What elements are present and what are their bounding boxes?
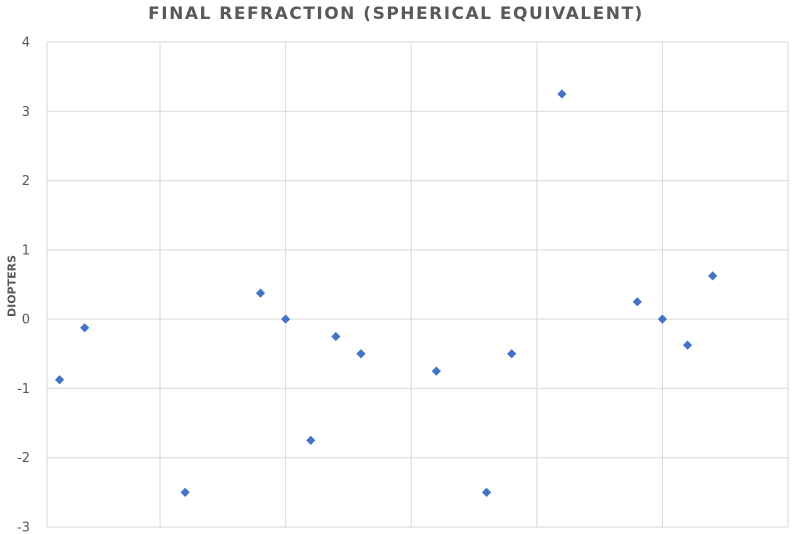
data-point xyxy=(331,331,341,342)
data-point xyxy=(657,314,668,324)
data-point xyxy=(507,349,517,359)
data-point xyxy=(281,314,291,324)
y-tick-label: 4 xyxy=(22,36,30,51)
y-tick-labels: 4 3 2 1 0 -1 -2 -3 xyxy=(17,36,30,534)
y-tick-label: 3 xyxy=(22,105,30,120)
y-tick-label: 2 xyxy=(22,174,30,189)
data-points xyxy=(54,89,718,497)
y-tick-label: -3 xyxy=(17,521,30,534)
y-tick-label: 1 xyxy=(22,243,30,258)
data-point xyxy=(682,340,693,350)
data-point xyxy=(306,435,316,445)
data-point xyxy=(54,375,65,385)
data-point xyxy=(431,366,441,376)
chart-title: FINAL REFRACTION (SPHERICAL EQUIVALENT) xyxy=(148,4,644,24)
data-point xyxy=(356,349,366,359)
y-tick-label: -1 xyxy=(17,382,30,397)
y-tick-label: -2 xyxy=(17,451,30,466)
data-point xyxy=(557,89,567,99)
data-point xyxy=(481,487,492,497)
y-tick-label: 0 xyxy=(22,313,30,328)
gridlines xyxy=(46,41,789,528)
data-point xyxy=(632,297,642,307)
data-point xyxy=(708,271,718,281)
data-point xyxy=(80,323,90,333)
data-point xyxy=(255,288,266,298)
data-point xyxy=(180,487,190,497)
